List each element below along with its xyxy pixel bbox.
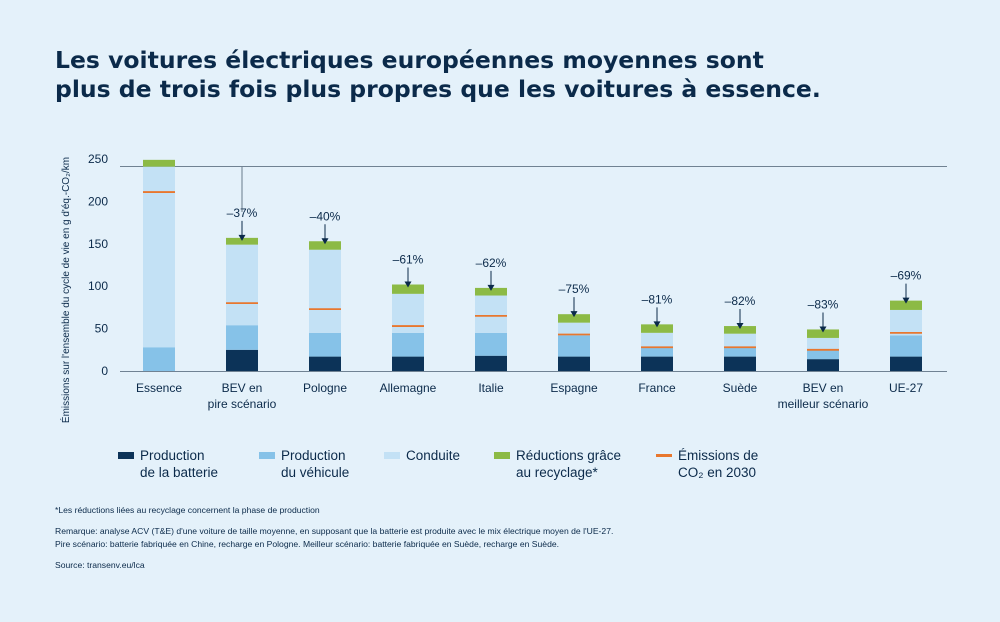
x-category-label: Pologne — [303, 381, 347, 395]
bar-segment-driving — [641, 332, 673, 348]
x-category-label: BEV en — [222, 381, 263, 395]
bar-segment-vehicle — [558, 335, 590, 357]
legend-swatch — [656, 454, 672, 457]
bar-segment-recycling — [890, 300, 922, 310]
reduction-label: –69% — [891, 269, 922, 283]
remark-text: Remarque: analyse ACV (T&E) d'une voitur… — [55, 526, 614, 537]
bar-segment-vehicle — [226, 325, 258, 350]
scenario-text: Pire scénario: batterie fabriquée en Chi… — [55, 538, 560, 549]
legend-label: Production du véhicule — [281, 448, 350, 480]
reduction-label: –83% — [808, 297, 839, 311]
bar-segment-battery — [392, 356, 424, 371]
legend-label: Production de la batterie — [140, 448, 219, 480]
bar-segment-recycling — [641, 324, 673, 333]
legend-swatch — [384, 452, 400, 459]
bar-segment-vehicle — [890, 335, 922, 357]
bar-segment-battery — [890, 356, 922, 371]
x-category-label: meilleur scénario — [778, 397, 869, 411]
legend-swatch — [118, 452, 134, 459]
y-tick-label: 100 — [88, 279, 108, 293]
x-category-label: Allemagne — [380, 381, 437, 395]
reduction-arrow-head — [321, 238, 329, 245]
chart-title-line-2: plus de trois fois plus propres que les … — [55, 75, 821, 103]
y-tick-label: 250 — [88, 152, 108, 166]
legend-label: Conduite — [406, 448, 461, 463]
bar-segment-driving — [226, 244, 258, 326]
bar-segment-battery — [226, 349, 258, 371]
legend-label: Réductions grâce au recyclage* — [516, 448, 622, 480]
bar-segment-driving — [724, 333, 756, 348]
chart-title-line-1: Les voitures électriques européennes moy… — [55, 46, 764, 74]
reduction-label: –81% — [642, 292, 673, 306]
reduction-arrow-head — [238, 234, 246, 241]
x-category-label: UE-27 — [889, 381, 923, 395]
bar-segment-driving — [392, 293, 424, 333]
y-tick-label: 150 — [88, 237, 108, 251]
bar-segment-driving — [807, 337, 839, 350]
reduction-label: –40% — [310, 209, 341, 223]
reduction-arrow-head — [819, 326, 827, 333]
bar-segment-battery — [475, 355, 507, 371]
bar-segment-vehicle — [143, 347, 175, 371]
y-tick-label: 200 — [88, 194, 108, 208]
source-text: Source: transenv.eu/lca — [55, 560, 145, 571]
legend-label: Émissions de CO₂ en 2030 — [678, 448, 759, 480]
footnote-recycling: *Les réductions liées au recyclage conce… — [55, 505, 320, 515]
chart-legend: Production de la batterie Production du véh… — [118, 447, 978, 487]
bar-segment-recycling — [226, 237, 258, 245]
bar-segment-vehicle — [392, 332, 424, 357]
chart-title: Les voitures électriques européennes moy… — [55, 46, 955, 104]
bar-segment-driving — [890, 309, 922, 336]
bar-segment-driving — [558, 322, 590, 336]
y-tick-label: 0 — [101, 364, 108, 378]
bar-segment-vehicle — [641, 347, 673, 357]
reduction-arrow-head — [404, 281, 412, 288]
x-category-label: Suède — [723, 381, 758, 395]
x-category-label: France — [638, 381, 676, 395]
bar-segment-recycling — [558, 314, 590, 323]
x-category-label: Essence — [136, 381, 182, 395]
reduction-label: –62% — [476, 256, 507, 270]
reduction-label: –61% — [393, 253, 424, 267]
y-axis-title: Émissions sur l'ensemble du cycle de vie… — [59, 157, 72, 423]
x-category-label: Espagne — [550, 381, 598, 395]
bar-segment-driving — [309, 249, 341, 333]
bar-segment-vehicle — [475, 332, 507, 356]
x-category-label: Italie — [478, 381, 504, 395]
bar-segment-battery — [558, 356, 590, 371]
bar-segment-recycling — [807, 329, 839, 338]
x-category-label: BEV en — [803, 381, 844, 395]
reduction-arrow-head — [902, 297, 910, 304]
reduction-arrow-head — [736, 323, 744, 330]
reduction-label: –82% — [725, 294, 756, 308]
chart-notes: *Les réductions liées au recyclage conce… — [55, 504, 955, 572]
bar-segment-vehicle — [807, 349, 839, 360]
bar-segment-driving — [475, 295, 507, 333]
bar-segment-vehicle — [724, 347, 756, 357]
bar-segment-recycling — [392, 284, 424, 294]
bar-segment-battery — [807, 359, 839, 371]
bar-segment-battery — [309, 356, 341, 371]
reduction-label: –37% — [227, 206, 258, 220]
bar-segment-recycling — [475, 287, 507, 296]
bar-segment-driving — [143, 166, 175, 348]
bar-segment-battery — [724, 356, 756, 371]
bar-segment-battery — [641, 356, 673, 371]
bar-segment-recycling — [143, 159, 175, 167]
bar-segment-recycling — [724, 326, 756, 334]
legend-swatch — [259, 452, 275, 459]
legend-swatch — [494, 452, 510, 459]
y-tick-label: 50 — [95, 322, 109, 336]
x-category-label: pire scénario — [208, 397, 277, 411]
bar-segment-vehicle — [309, 332, 341, 357]
reduction-arrow-head — [653, 321, 661, 328]
reduction-arrow-head — [487, 284, 495, 291]
bar-segment-recycling — [309, 241, 341, 250]
reduction-arrow-head — [570, 311, 578, 318]
reduction-label: –75% — [559, 282, 590, 296]
